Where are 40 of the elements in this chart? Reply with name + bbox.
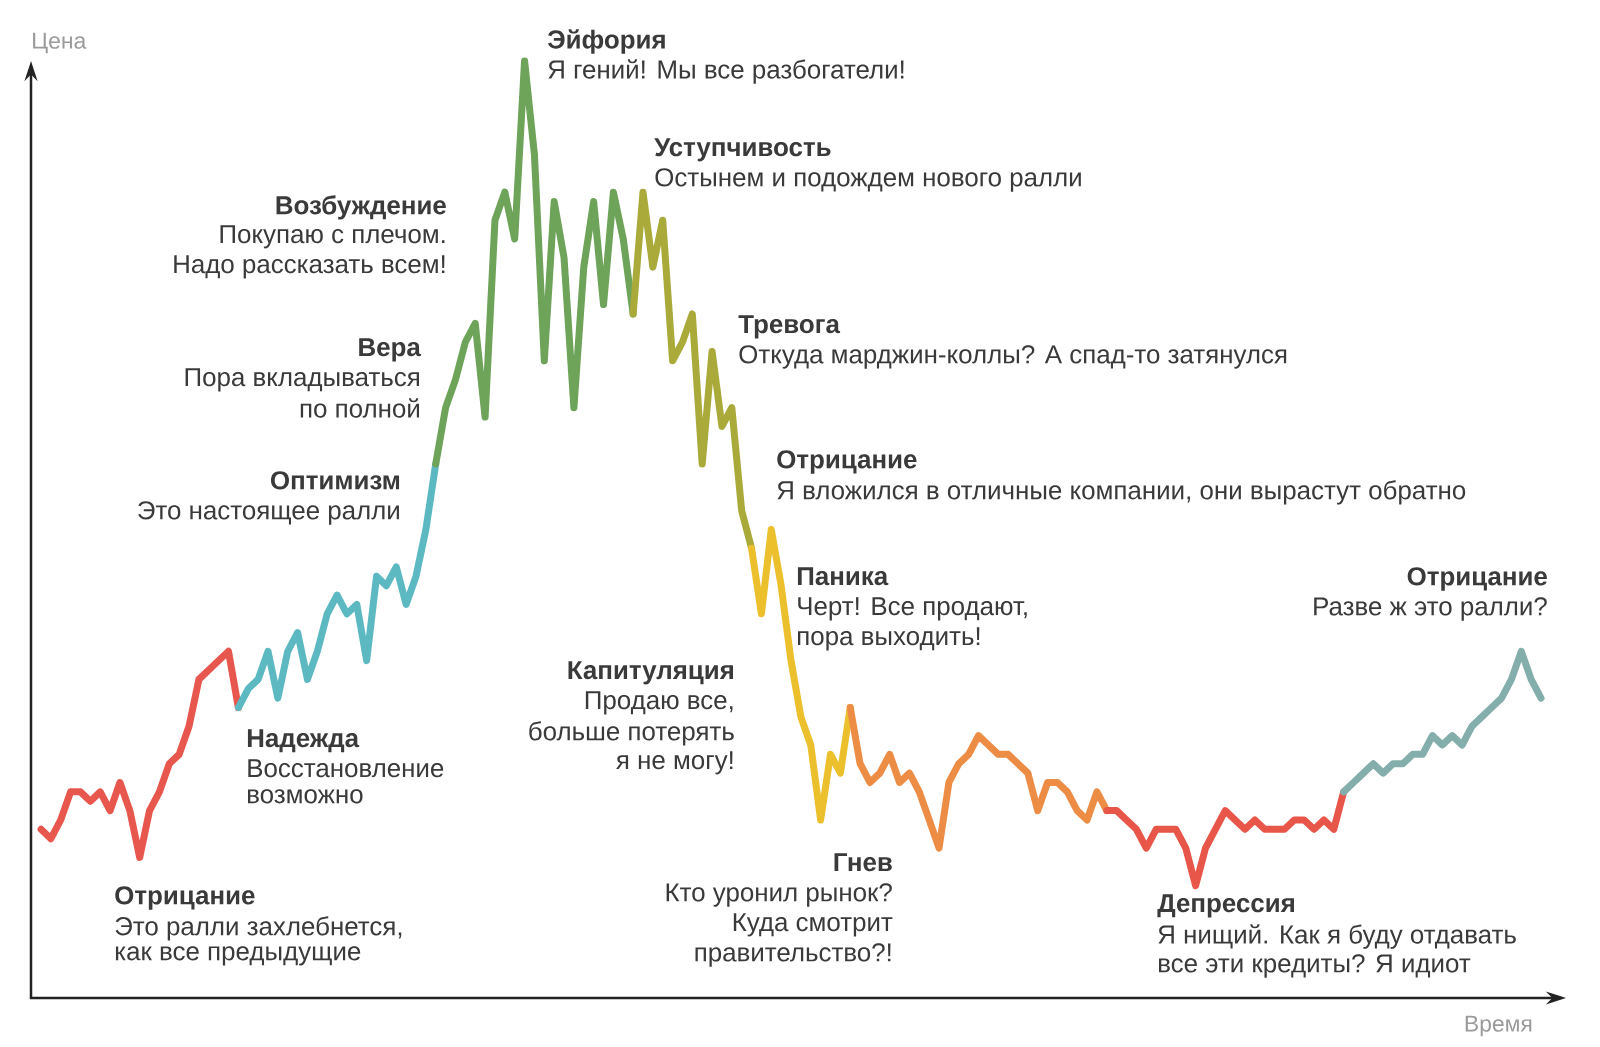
annotation: больше потерять (529, 721, 734, 746)
annotation: как все предыдущие (115, 946, 361, 966)
annotation: Я нищий. Как я буду отдавать (1158, 924, 1516, 949)
annotation: по полной (300, 398, 420, 418)
annotation: возможно (248, 789, 363, 804)
annotation: Восстановление (248, 759, 444, 778)
annotation: я не могу! (616, 751, 733, 775)
annotation: Капитуляция (568, 661, 733, 685)
annotation: Гнев (834, 853, 892, 872)
y-axis-title: Цена (33, 32, 87, 54)
annotation: Вера (359, 338, 421, 362)
annotation: Оптимизм (270, 471, 400, 490)
annotation: Надо рассказать всем! (174, 255, 445, 279)
annotation: Депрессия (1157, 894, 1294, 918)
annotation: Паника (797, 567, 889, 586)
annotation: Черт! Все продают, (798, 597, 1027, 621)
annotation: правительство?! (695, 943, 891, 967)
annotation: Отрицание (115, 886, 255, 910)
annotation: Отрицание (777, 450, 917, 474)
annotation: Покупаю с плечом. (220, 225, 445, 249)
annotation: Куда смотрит (733, 913, 893, 937)
annotation: Надежда (247, 729, 360, 753)
annotation: Я гений! Мы все разбогатели! (548, 59, 904, 84)
annotation: Продаю все, (585, 691, 733, 715)
annotation: Это ралли захлебнется, (115, 916, 402, 941)
annotation: Разве ж это ралли? (1314, 597, 1547, 621)
annotation: Кто уронил рынок? (666, 883, 892, 907)
annotation: Откуда марджин-коллы? А спад-то затянулся (739, 345, 1287, 369)
annotation: пора выходить! (798, 627, 980, 651)
annotation: Уступчивость (654, 138, 831, 162)
annotation: Возбуждение (276, 195, 446, 220)
annotation: Отрицание (1407, 567, 1547, 591)
annotation: Я вложился в отличные компании, они вырастут обратно (777, 480, 1466, 505)
text: Эйфория (547, 29, 665, 54)
x-axis-title: Время (1465, 1015, 1532, 1037)
annotation: все эти кредиты? Я идиот (1159, 954, 1471, 978)
annotation: Пора вкладываться (185, 368, 419, 392)
annotation: Тревога (738, 315, 841, 339)
annotation: Остынем и подождем нового ралли (655, 168, 1081, 192)
annotation: Это настоящее ралли (138, 501, 399, 525)
